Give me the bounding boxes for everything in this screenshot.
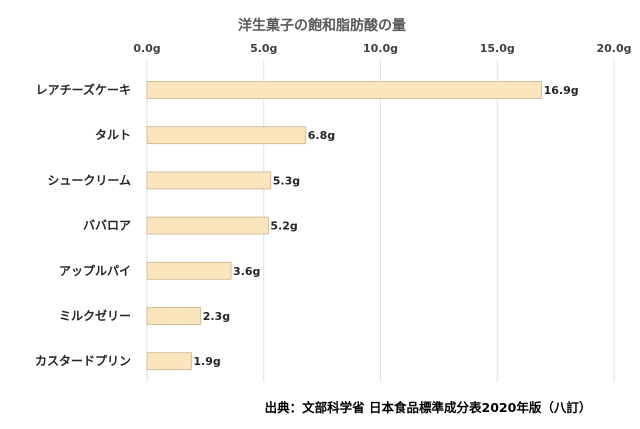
value-label: 5.3g [273, 174, 300, 187]
value-label: 6.8g [308, 129, 335, 142]
chart-title: 洋生菓子の飽和脂肪酸の量 [238, 17, 406, 34]
category-label: ミルクゼリー [59, 308, 131, 323]
value-label: 1.9g [193, 355, 220, 368]
value-label: 5.2g [270, 220, 297, 233]
x-tick-label: 5.0g [250, 42, 277, 55]
x-tick-label: 20.0g [596, 42, 631, 55]
value-labels: 16.9g 6.8g 5.3g 5.2g 3.6g 2.3g 1.9g [193, 84, 578, 368]
category-label: アップルパイ [59, 263, 131, 278]
bar [146, 307, 202, 325]
category-label: ババロア [83, 219, 131, 233]
x-tick-label: 15.0g [480, 42, 515, 55]
x-axis-ticks: 0.0g 5.0g 10.0g 15.0g 20.0g [133, 42, 631, 55]
gridlines [146, 60, 615, 382]
bar [146, 126, 307, 145]
category-label: カスタードプリン [35, 353, 131, 368]
category-label: レアチーズケーキ [36, 82, 131, 97]
category-label: シュークリーム [47, 173, 131, 187]
value-label: 3.6g [233, 265, 260, 278]
category-label: タルト [95, 128, 131, 142]
value-label: 2.3g [203, 310, 230, 323]
bars [146, 81, 543, 371]
bar [146, 261, 232, 280]
bar [146, 352, 192, 371]
x-tick-label: 0.0g [133, 42, 160, 55]
category-labels: レアチーズケーキタルトシュークリームババロアアップルパイミルクゼリーカスタードプ… [35, 82, 131, 368]
x-tick-label: 10.0g [363, 42, 398, 55]
value-label: 16.9g [544, 84, 579, 97]
source-note: 出典：文部科学省 日本食品標準成分表2020年版（八訂） [265, 400, 592, 415]
bar [146, 216, 269, 235]
bar [146, 81, 543, 99]
bar [146, 171, 272, 190]
